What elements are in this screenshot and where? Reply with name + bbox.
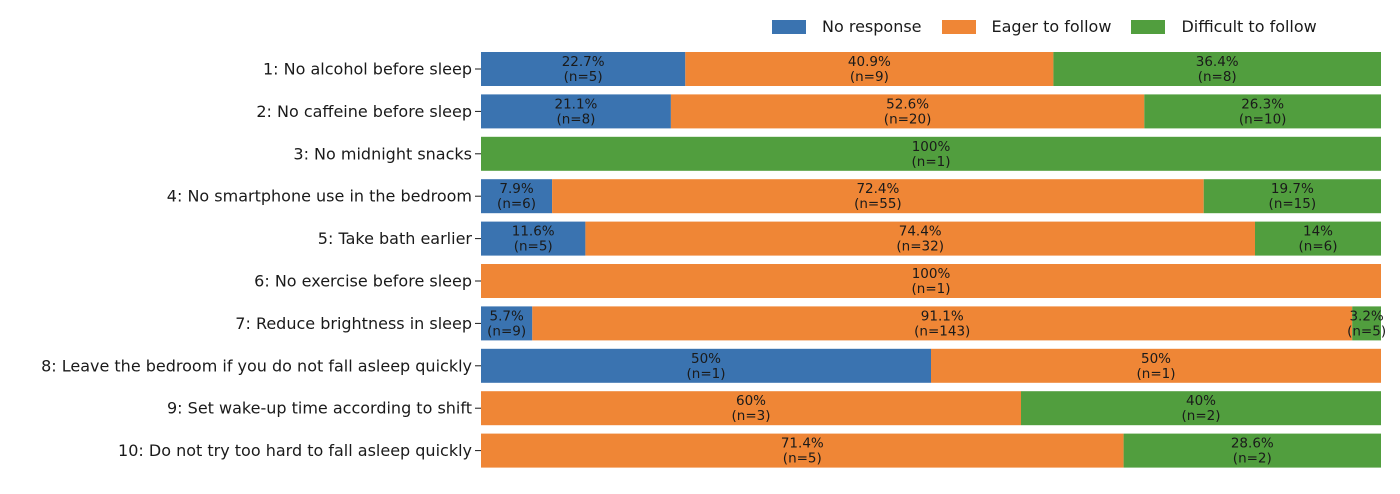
data-label-2-eager-to-follow: 52.6%	[886, 96, 929, 112]
bar-segment-8-eager-to-follow	[931, 348, 1381, 383]
bar-segment-8-no-response	[481, 348, 931, 383]
legend-item-difficult: Difficult to follow	[1131, 17, 1317, 36]
bar-segment-4-eager-to-follow	[552, 179, 1204, 214]
data-label-4-no-response: 7.9%	[499, 181, 533, 197]
data-label-7-eager-to-follow: 91.1%	[921, 308, 964, 324]
count-label-5-difficult-to-follow: (n=6)	[1299, 239, 1338, 255]
category-label-3: 3: No midnight snacks	[293, 144, 472, 163]
data-label-9-difficult-to-follow: 40%	[1186, 393, 1216, 409]
bar-segment-7-no-response	[481, 306, 533, 341]
data-label-7-difficult-to-follow: 3.2%	[1349, 308, 1383, 324]
count-label-4-eager-to-follow: (n=55)	[854, 196, 902, 212]
category-label-5: 5: Take bath earlier	[318, 229, 473, 248]
legend-label-no-response: No response	[822, 17, 922, 36]
data-label-5-no-response: 11.6%	[512, 224, 555, 240]
bar-segment-9-eager-to-follow	[481, 391, 1021, 426]
legend-swatch-eager	[941, 19, 976, 34]
legend-label-difficult: Difficult to follow	[1181, 17, 1317, 36]
data-label-9-eager-to-follow: 60%	[736, 393, 766, 409]
count-label-7-difficult-to-follow: (n=5)	[1347, 323, 1386, 339]
category-label-1: 1: No alcohol before sleep	[263, 60, 472, 79]
data-label-4-eager-to-follow: 72.4%	[856, 181, 899, 197]
bar-segment-5-difficult-to-follow	[1255, 221, 1381, 256]
bar-segment-2-difficult-to-follow	[1144, 94, 1381, 129]
category-label-2: 2: No caffeine before sleep	[256, 102, 472, 121]
count-label-4-no-response: (n=6)	[497, 196, 536, 212]
bar-segment-7-difficult-to-follow	[1352, 306, 1381, 341]
count-label-10-difficult-to-follow: (n=2)	[1233, 451, 1272, 467]
data-label-6-eager-to-follow: 100%	[912, 266, 951, 282]
chart-legend: No response Eager to follow Difficult to…	[772, 17, 1317, 36]
data-label-1-difficult-to-follow: 36.4%	[1196, 54, 1239, 70]
legend-swatch-difficult	[1131, 19, 1166, 34]
data-label-8-eager-to-follow: 50%	[1141, 351, 1171, 367]
count-label-7-no-response: (n=9)	[487, 323, 526, 339]
count-label-10-eager-to-follow: (n=5)	[783, 451, 822, 467]
category-label-10: 10: Do not try too hard to fall asleep q…	[118, 441, 472, 460]
bar-segment-9-difficult-to-follow	[1021, 391, 1381, 426]
count-label-9-difficult-to-follow: (n=2)	[1182, 408, 1221, 424]
data-label-1-no-response: 22.7%	[562, 54, 605, 70]
count-label-3-difficult-to-follow: (n=1)	[912, 154, 951, 170]
count-label-6-eager-to-follow: (n=1)	[912, 281, 951, 297]
bar-segment-10-difficult-to-follow	[1123, 433, 1381, 468]
count-label-8-no-response: (n=1)	[687, 366, 726, 382]
count-label-1-no-response: (n=5)	[564, 69, 603, 85]
legend-swatch-no-response	[772, 19, 806, 34]
bar-segment-5-no-response	[481, 221, 586, 256]
count-label-2-difficult-to-follow: (n=10)	[1239, 111, 1287, 127]
bar-segment-1-eager-to-follow	[685, 52, 1054, 86]
legend-item-no-response: No response	[772, 17, 922, 36]
category-label-8: 8: Leave the bedroom if you do not fall …	[41, 356, 472, 375]
category-label-4: 4: No smartphone use in the bedroom	[167, 187, 472, 206]
data-label-2-no-response: 21.1%	[555, 96, 598, 112]
bar-segment-6-eager-to-follow	[481, 264, 1381, 298]
bar-segment-2-no-response	[481, 94, 671, 129]
data-label-10-difficult-to-follow: 28.6%	[1231, 436, 1274, 452]
bar-segment-4-no-response	[481, 179, 553, 214]
data-label-8-no-response: 50%	[691, 351, 721, 367]
bar-segment-10-eager-to-follow	[481, 433, 1124, 468]
count-label-5-no-response: (n=5)	[514, 239, 553, 255]
data-label-3-difficult-to-follow: 100%	[912, 139, 951, 155]
count-label-2-no-response: (n=8)	[556, 111, 595, 127]
data-label-7-no-response: 5.7%	[489, 308, 523, 324]
count-label-1-difficult-to-follow: (n=8)	[1198, 69, 1237, 85]
category-label-7: 7: Reduce brightness in sleep	[235, 314, 472, 333]
data-label-10-eager-to-follow: 71.4%	[781, 436, 824, 452]
bar-segment-4-difficult-to-follow	[1203, 179, 1381, 214]
count-label-1-eager-to-follow: (n=9)	[850, 69, 889, 85]
count-label-2-eager-to-follow: (n=20)	[884, 111, 932, 127]
data-label-5-eager-to-follow: 74.4%	[899, 224, 942, 240]
data-label-5-difficult-to-follow: 14%	[1303, 224, 1333, 240]
count-label-9-eager-to-follow: (n=3)	[732, 408, 771, 424]
category-label-9: 9: Set wake-up time according to shift	[167, 399, 472, 418]
bar-segment-1-no-response	[481, 52, 686, 86]
count-label-7-eager-to-follow: (n=143)	[914, 323, 970, 339]
legend-label-eager: Eager to follow	[991, 17, 1112, 36]
count-label-4-difficult-to-follow: (n=15)	[1269, 196, 1317, 212]
count-label-5-eager-to-follow: (n=32)	[896, 239, 944, 255]
bar-segment-5-eager-to-follow	[585, 221, 1255, 256]
data-label-1-eager-to-follow: 40.9%	[848, 54, 891, 70]
bar-segment-2-eager-to-follow	[670, 94, 1145, 129]
data-label-2-difficult-to-follow: 26.3%	[1241, 96, 1284, 112]
legend-item-eager: Eager to follow	[941, 17, 1112, 36]
data-label-4-difficult-to-follow: 19.7%	[1271, 181, 1314, 197]
count-label-8-eager-to-follow: (n=1)	[1137, 366, 1176, 382]
bar-segment-1-difficult-to-follow	[1053, 52, 1381, 86]
bar-segment-3-difficult-to-follow	[481, 136, 1381, 171]
bar-segment-7-eager-to-follow	[532, 306, 1353, 341]
category-label-6: 6: No exercise before sleep	[254, 272, 472, 291]
